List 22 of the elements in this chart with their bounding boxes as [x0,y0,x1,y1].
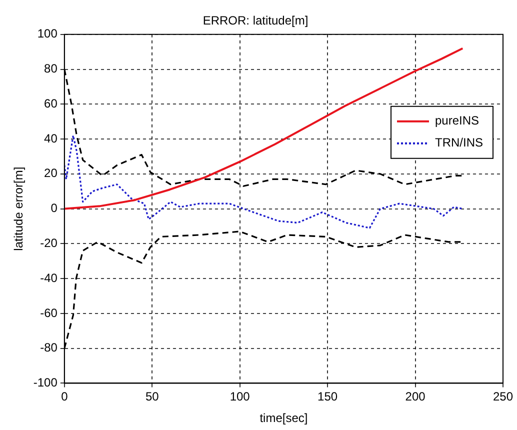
x-tick-label: 0 [61,390,68,404]
x-tick-label: 50 [145,390,160,404]
y-tick-label: -100 [33,376,58,390]
y-tick-label: -60 [40,306,58,320]
y-tick-label: 60 [44,96,58,110]
y-tick-label: -80 [40,340,58,355]
y-tick-label: -40 [40,270,58,285]
legend-label: pureINS [435,114,480,128]
x-tick-label: 150 [318,390,338,404]
y-tick-label: 0 [50,201,58,216]
y-tick-label: 20 [44,166,58,180]
chart-title: ERROR: latitude[m] [202,14,308,28]
y-tick-label: 40 [44,131,58,146]
y-tick-label: -20 [40,236,58,250]
x-tick-label: 200 [405,390,426,404]
y-axis-title: latitude error[m] [12,166,26,251]
x-tick-label: 100 [230,390,250,404]
x-axis-title: time[sec] [260,411,308,426]
x-tick-label: 250 [492,390,514,404]
y-tick-label: 80 [44,62,58,76]
legend-label: TRN/INS [435,136,483,150]
y-tick-label: 100 [37,26,58,41]
